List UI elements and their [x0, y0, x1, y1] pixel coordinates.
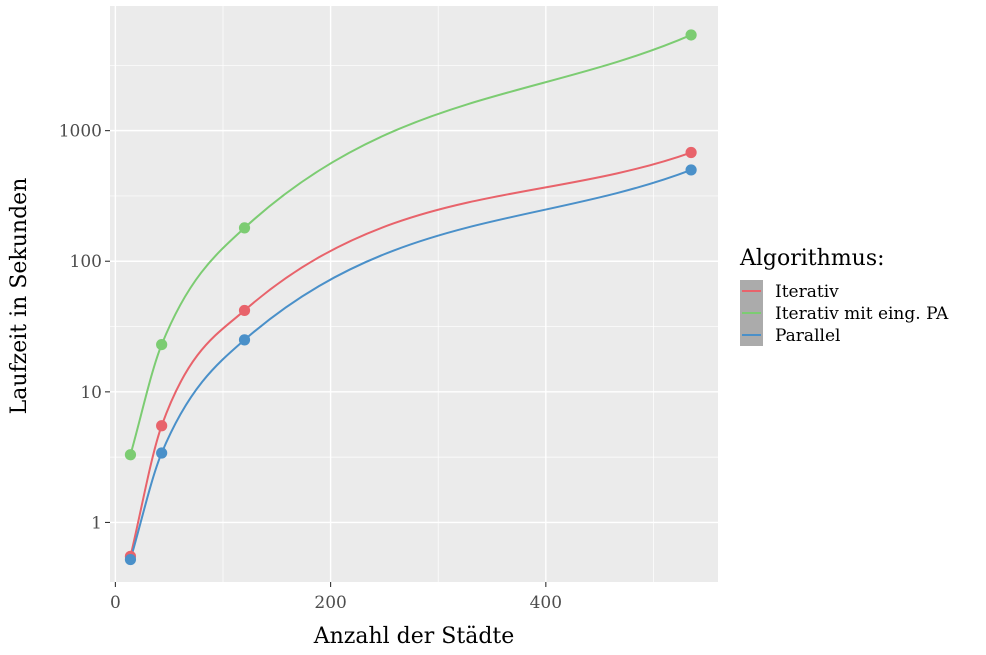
x-axis-title: Anzahl der Städte [313, 624, 515, 649]
data-point-iterativ-mit-eing-pa [124, 449, 137, 461]
data-point-iterativ [238, 304, 251, 317]
legend-label: Iterativ [775, 282, 839, 302]
x-tick-label: 0 [110, 593, 121, 613]
y-tick-label: 1000 [59, 122, 102, 142]
data-point-parallel [685, 164, 697, 176]
panel-background [110, 6, 718, 582]
grid-major [110, 6, 718, 582]
data-point-iterativ-mit-eing-pa [685, 29, 697, 41]
x-tick-label: 200 [314, 593, 346, 613]
data-point-iterativ [156, 420, 168, 432]
y-tick-label: 10 [80, 383, 102, 403]
data-point-iterativ-mit-eing-pa [238, 222, 251, 234]
legend-title: Algorithmus: [739, 246, 885, 271]
series-points [124, 29, 697, 566]
x-tick-label: 400 [530, 593, 562, 613]
legend-label: Parallel [775, 326, 840, 346]
data-point-parallel [238, 334, 251, 346]
data-point-parallel [156, 447, 168, 459]
y-tick-label: 1 [91, 513, 102, 533]
series-line-iterativ [129, 151, 692, 557]
legend-label: Iterativ mit eing. PA [775, 304, 949, 324]
data-point-iterativ-mit-eing-pa [156, 339, 168, 351]
data-point-iterativ [685, 146, 697, 159]
data-point-parallel [124, 553, 137, 566]
grid-minor [110, 6, 718, 582]
y-axis-ticks: 1 10 100 1000 [59, 122, 110, 533]
y-axis-title: Laufzeit in Sekunden [7, 178, 32, 415]
x-axis-ticks: 0 200 400 [110, 582, 562, 613]
y-tick-label: 100 [70, 252, 102, 272]
